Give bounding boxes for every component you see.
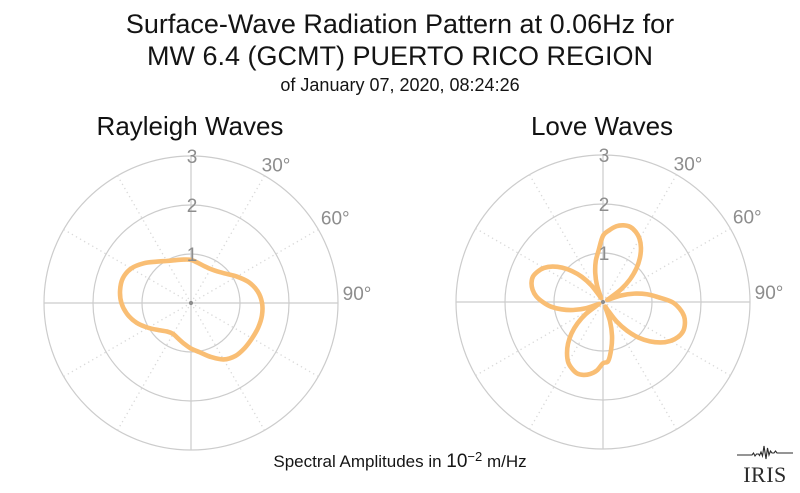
grid-spoke-60 — [602, 227, 731, 303]
footer-caption: Spectral Amplitudes in 10−2 m/Hz — [0, 449, 800, 473]
r-tick-label-3: 3 — [187, 147, 198, 168]
r-tick-label-2: 2 — [599, 195, 610, 216]
theta-label-60: 60° — [733, 207, 762, 228]
grid-spoke-240 — [475, 301, 604, 377]
title-line-3: of January 07, 2020, 08:24:26 — [280, 75, 520, 95]
rayleigh-plot-title: Rayleigh Waves — [96, 111, 284, 141]
r-tick-label-3: 3 — [599, 146, 610, 167]
caption-exponent: −2 — [467, 449, 483, 464]
grid-spoke-210 — [116, 302, 192, 431]
grid-spoke-60 — [190, 228, 319, 304]
grid-spoke-240 — [63, 302, 192, 378]
theta-label-90: 90° — [343, 284, 372, 305]
theta-label-30: 30° — [674, 155, 703, 176]
grid-spoke-120 — [602, 301, 731, 377]
r-tick-label-2: 2 — [187, 196, 198, 217]
r-tick-label-1: 1 — [599, 244, 610, 265]
r-tick-label-1: 1 — [187, 245, 198, 266]
theta-label-90: 90° — [755, 283, 784, 304]
iris-logo-text: IRIS — [743, 462, 787, 487]
grid-spoke-210 — [528, 301, 604, 430]
caption-suffix: m/Hz — [482, 452, 527, 471]
title-line-2: MW 6.4 (GCMT) PUERTO RICO REGION — [146, 41, 654, 71]
love-radiation-pattern-curve — [529, 222, 688, 378]
grid-spoke-30 — [602, 174, 678, 303]
rayleigh-radiation-pattern-curve — [117, 257, 265, 362]
figure-title: Surface-Wave Radiation Pattern at 0.06Hz… — [0, 8, 800, 96]
grid-spoke-330 — [528, 174, 604, 303]
title-line-1: Surface-Wave Radiation Pattern at 0.06Hz… — [125, 9, 675, 39]
grid-spoke-330 — [116, 175, 192, 304]
theta-label-30: 30° — [262, 156, 291, 177]
seismogram-icon — [737, 445, 793, 460]
grid-spoke-30 — [190, 175, 266, 304]
origin-dot — [600, 299, 606, 305]
theta-label-60: 60° — [321, 208, 350, 229]
grid-spoke-300 — [63, 228, 192, 304]
grid-spoke-150 — [190, 302, 266, 431]
iris-logo: IRIS — [736, 444, 794, 487]
rayleigh-polar-plot: 1 2 3 30° 60° 90° — [43, 147, 372, 451]
love-plot-title: Love Waves — [530, 111, 674, 141]
grid-spoke-300 — [475, 227, 604, 303]
love-polar-plot: 1 2 3 30° 60° 90° — [455, 146, 784, 450]
caption-base: 10 — [446, 451, 468, 472]
grid-spoke-120 — [190, 302, 319, 378]
caption-prefix: Spectral Amplitudes in — [273, 452, 447, 471]
origin-dot — [188, 300, 194, 306]
